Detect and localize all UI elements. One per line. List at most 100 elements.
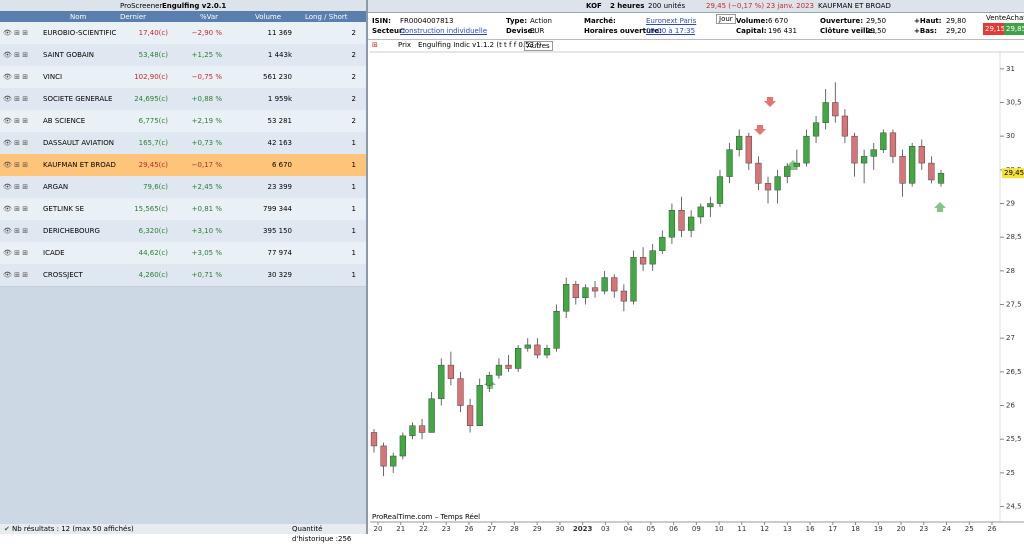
x-tick-label: 23 (919, 525, 928, 533)
label: Achat (1006, 14, 1024, 22)
cell: +0,71 % (191, 271, 222, 279)
icon[interactable]: ⊞ (372, 41, 378, 49)
cell: 1 (351, 161, 356, 169)
indicator[interactable]: Prix (398, 41, 412, 49)
cell: 17,40(c) (138, 29, 168, 37)
y-tick-label: 28,5 (1006, 233, 1022, 241)
cell: 2 (351, 117, 356, 125)
candle-body (534, 344, 541, 356)
col-header[interactable]: Dernier (120, 13, 147, 21)
cell: 1 (351, 139, 356, 147)
signal-down (754, 125, 766, 135)
y-tick-label: 29 (1006, 200, 1015, 208)
cell: AB SCIENCE (43, 117, 86, 125)
candle-body (399, 435, 406, 457)
candle-body (418, 425, 426, 433)
x-tick-label: 04 (624, 525, 633, 533)
value: 196 431 (768, 27, 797, 35)
cell: 1 443k (267, 51, 292, 59)
label: Clôture veille: (820, 27, 876, 35)
x-tick-label: 11 (737, 525, 746, 533)
cell: 30 329 (267, 271, 293, 279)
cell: GETLINK SE (43, 205, 85, 213)
label: Vente (986, 14, 1007, 22)
indicator[interactable]: Engulfing Indic v1.1.2 (t t f f 0.53 f) (418, 41, 542, 49)
cell: 102,90(c) (134, 73, 168, 81)
cell: 1 (351, 183, 356, 191)
candle-body (803, 135, 810, 164)
row-icons: 👁 ⊞ ⊞ (3, 95, 29, 103)
x-tick-label: 30 (555, 525, 564, 533)
table-row[interactable]: 👁 ⊞ ⊞ AB SCIENCE 6,775(c) +2,19 % 53 281 2 (0, 110, 366, 133)
cell: VINCI (43, 73, 63, 81)
col-header[interactable]: %Var (200, 13, 219, 21)
row-icons: 👁 ⊞ ⊞ (3, 249, 29, 257)
cell: 53,48(c) (138, 51, 168, 59)
y-tick-label: 25,5 (1006, 435, 1022, 443)
table-row[interactable]: 👁 ⊞ ⊞ ICADE 44,62(c) +3,05 % 77 974 1 (0, 242, 366, 265)
cell: +0,73 % (191, 139, 222, 147)
cell: EUROBIO-SCIENTIFIC (43, 29, 117, 37)
col-header[interactable]: Nom (70, 13, 87, 21)
y-tick-label: 30 (1006, 132, 1015, 140)
value: Action (530, 17, 552, 25)
period[interactable]: 2 heures (610, 2, 645, 10)
candle-body (678, 209, 685, 231)
col-header[interactable]: Long / Short (305, 13, 348, 21)
candle-body (553, 311, 560, 349)
x-tick-label: 17 (828, 525, 837, 533)
cell: 395 150 (263, 227, 292, 235)
candle-body (899, 156, 906, 184)
link[interactable]: Euronext Paris (646, 17, 697, 25)
link[interactable]: 09:00 à 17:35 (646, 27, 696, 35)
cell: DASSAULT AVIATION (43, 139, 114, 147)
tab[interactable]: ProScreener (120, 2, 163, 10)
units[interactable]: 200 unités (648, 2, 686, 10)
cell: 6 670 (271, 161, 292, 169)
cell: 23 399 (267, 183, 293, 191)
label: Marché: (584, 17, 616, 25)
cell: KAUFMAN ET BROAD (43, 161, 116, 169)
candle-body (370, 432, 378, 447)
candle-body (860, 156, 868, 164)
candle-body (870, 149, 877, 157)
cell: 799 344 (263, 205, 292, 213)
candle-body (764, 183, 772, 191)
row-icons: 👁 ⊞ ⊞ (3, 161, 29, 169)
candle-body (745, 135, 752, 164)
cell: 2 (351, 29, 356, 37)
button[interactable]: Autres (524, 41, 553, 51)
candle-body (601, 277, 608, 292)
sell-price[interactable]: 29,15 (983, 23, 1008, 35)
ticker[interactable]: KOF (586, 2, 602, 10)
x-tick-label: 29 (533, 525, 542, 533)
row-icons: 👁 ⊞ ⊞ (3, 73, 29, 81)
candle-body (390, 455, 397, 467)
chart-toolbar-top: KOF 2 heures 200 unités 29,45 (−0,17 %) … (368, 0, 1024, 13)
chart-toolbar: ⊞ Prix Engulfing Indic v1.1.2 (t t f f 0… (370, 41, 970, 51)
x-tick-label: 06 (669, 525, 678, 533)
candle-body (937, 172, 945, 184)
cell: 77 974 (267, 249, 293, 257)
x-tick-label: 05 (646, 525, 655, 533)
col-header[interactable]: Volume (255, 13, 282, 21)
link[interactable]: Construction individuelle (400, 27, 488, 35)
table-row[interactable]: 👁 ⊞ ⊞ CROSSJECT 4,260(c) +0,71 % 30 329 1 (0, 264, 366, 287)
buy-price[interactable]: 29,85 (1004, 23, 1024, 35)
cell: −0,17 % (191, 161, 222, 169)
tab[interactable]: Engulfing v2.0.1 (162, 2, 227, 10)
cell: CROSSJECT (43, 271, 83, 279)
y-tick-label: 30,5 (1006, 99, 1022, 107)
label: ISIN: (372, 17, 391, 25)
candle-body (543, 348, 551, 356)
cell: 2 (351, 73, 356, 81)
x-tick-label: 26 (988, 525, 997, 533)
candle-body (457, 378, 464, 406)
y-tick-label: 31 (1006, 65, 1015, 73)
candle-body (447, 364, 455, 379)
row-icons: 👁 ⊞ ⊞ (3, 139, 29, 147)
day-tab[interactable]: Jour (716, 14, 736, 24)
label: +Bas: (914, 27, 937, 35)
table-row[interactable]: 👁 ⊞ ⊞ GETLINK SE 15,565(c) +0,81 % 799 344 1 (0, 198, 366, 221)
x-tick-label: 12 (760, 525, 769, 533)
